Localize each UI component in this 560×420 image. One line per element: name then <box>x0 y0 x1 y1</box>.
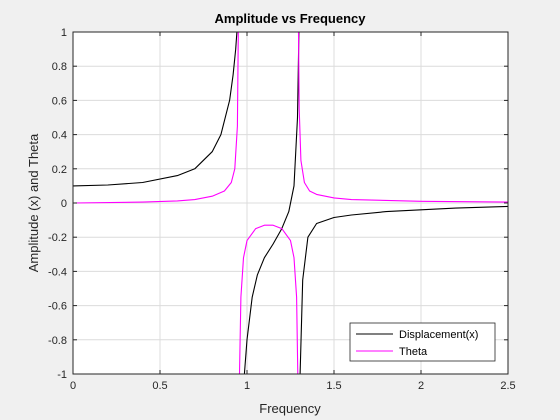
x-tick-label: 1.5 <box>326 380 341 392</box>
x-tick-label: 2 <box>418 380 424 392</box>
grid <box>72 31 509 375</box>
x-axis-label: Frequency <box>259 401 321 416</box>
series-line-theta <box>72 31 509 375</box>
y-tick-label: -0.6 <box>48 301 67 313</box>
x-tick-label: 0 <box>70 380 76 392</box>
y-tick-label: 0.6 <box>52 95 67 107</box>
legend-label-theta: Theta <box>399 346 428 358</box>
y-tick-label: 0.2 <box>52 164 67 176</box>
y-tick-label: 0.4 <box>52 130 67 142</box>
x-tick-label: 2.5 <box>500 380 515 392</box>
legend-box <box>349 322 496 362</box>
y-tick-label: 1 <box>61 27 67 39</box>
y-tick-label: -0.4 <box>48 266 67 278</box>
legend-label-displacement: Displacement(x) <box>399 329 478 341</box>
y-axis-label: Amplitude (x) and Theta <box>26 133 41 272</box>
series-layer <box>72 31 509 375</box>
x-tick-label: 0.5 <box>152 380 167 392</box>
y-tick-label: -0.2 <box>48 232 67 244</box>
y-tick-label: -0.8 <box>48 335 67 347</box>
y-tick-label: 0.8 <box>52 61 67 73</box>
ticks: 0 0.5 1 1.5 2 2.5 -1 -0.8 -0.6 -0.4 -0.2 0 0.2 0.4 0.6… <box>48 27 516 392</box>
x-tick-label: 1 <box>244 380 250 392</box>
legend[interactable]: Displacement(x) Theta <box>349 322 496 362</box>
chart-title: Amplitude vs Frequency <box>215 11 367 26</box>
y-tick-label: -1 <box>57 369 67 381</box>
series-line-displacement <box>72 31 509 375</box>
y-tick-label: 0 <box>61 198 67 210</box>
